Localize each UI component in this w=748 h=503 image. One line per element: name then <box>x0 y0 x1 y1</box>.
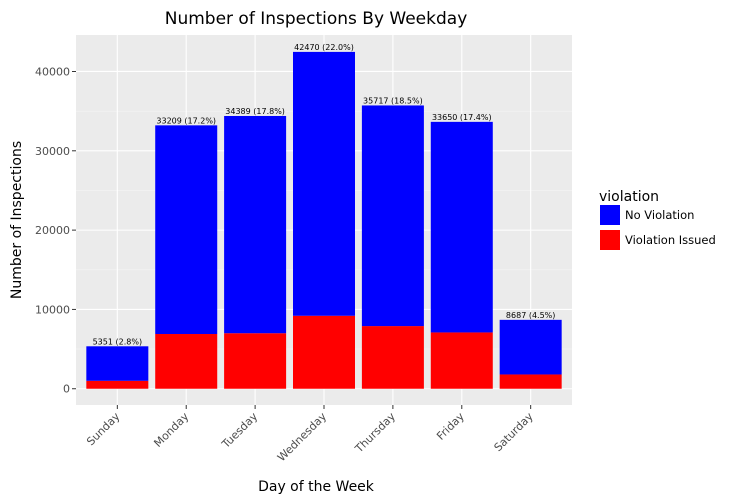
bar-total-label: 42470 (22.0%) <box>294 43 354 52</box>
y-tick-label: 10000 <box>35 303 70 316</box>
x-tick-label: Friday <box>434 410 467 443</box>
y-tick-label: 20000 <box>35 224 70 237</box>
x-tick-label: Saturday <box>492 410 537 455</box>
x-axis-title: Day of the Week <box>258 479 375 495</box>
bar-violation-issued-tuesday <box>224 333 287 389</box>
bar-total-label: 33209 (17.2%) <box>156 116 216 125</box>
x-tick-label: Wednesday <box>275 410 330 465</box>
bar-total-label: 33650 (17.4%) <box>432 113 492 122</box>
bar-total-label: 5351 (2.8%) <box>93 337 142 346</box>
y-tick-label: 40000 <box>35 65 70 78</box>
bars <box>86 51 562 389</box>
bar-violation-issued-thursday <box>361 326 424 389</box>
bar-violation-issued-friday <box>430 332 493 389</box>
y-tick-label: 30000 <box>35 145 70 158</box>
legend-swatch <box>600 230 620 250</box>
bar-violation-issued-sunday <box>86 380 149 389</box>
y-axis-title: Number of Inspections <box>9 141 25 299</box>
bar-no-violation-tuesday <box>224 115 287 334</box>
x-tick-label: Thursday <box>352 410 398 456</box>
legend-label: Violation Issued <box>625 233 716 247</box>
bar-violation-issued-wednesday <box>293 315 355 389</box>
bar-total-label: 34389 (17.8%) <box>225 107 285 116</box>
x-tick-label: Sunday <box>84 410 123 449</box>
y-axis: 0 10000 20000 30000 40000 <box>35 65 76 396</box>
x-tick-label: Tuesday <box>219 410 261 452</box>
bar-violation-issued-saturday <box>499 374 562 389</box>
x-tick-label: Monday <box>151 410 191 450</box>
legend-label: No Violation <box>625 208 694 222</box>
bar-labels: 5351 (2.8%) 33209 (17.2%) 34389 (17.8%) 424… <box>93 43 556 346</box>
legend-swatch <box>600 205 620 225</box>
bar-no-violation-wednesday <box>293 51 355 316</box>
chart-title: Number of Inspections By Weekday <box>165 9 468 29</box>
bar-no-violation-friday <box>430 121 493 333</box>
bar-no-violation-sunday <box>86 346 149 381</box>
legend: violation No Violation Violation Issued <box>599 189 716 250</box>
bar-no-violation-monday <box>155 125 218 335</box>
legend-title: violation <box>599 189 659 205</box>
x-axis: Sunday Monday Tuesday Wednesday Thursday Frid… <box>84 405 536 464</box>
bar-no-violation-thursday <box>361 105 424 327</box>
bar-no-violation-saturday <box>499 319 562 375</box>
bar-total-label: 8687 (4.5%) <box>506 311 555 320</box>
bar-total-label: 35717 (18.5%) <box>363 96 423 105</box>
bar-violation-issued-monday <box>155 334 218 389</box>
y-tick-label: 0 <box>63 383 70 396</box>
